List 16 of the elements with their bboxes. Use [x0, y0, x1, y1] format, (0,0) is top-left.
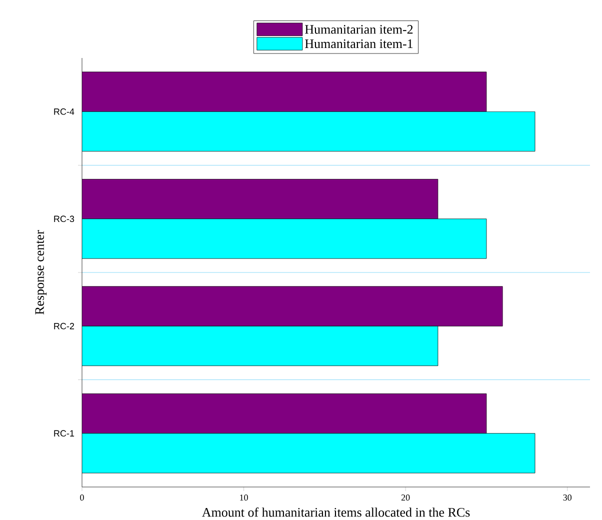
y-tick-label: RC-2	[54, 322, 74, 330]
y-tick-label: RC-1	[54, 430, 74, 437]
x-axis-title: Amount of humanitarian items allocated in the RCs	[202, 507, 470, 517]
bar	[82, 111, 536, 152]
bar	[82, 326, 438, 366]
x-tick-label: 10	[240, 494, 248, 501]
x-tick-label: 0	[80, 494, 84, 501]
x-tick-label: 20	[401, 494, 410, 501]
y-tick-label: RC-3	[54, 216, 74, 222]
y-tick-label: RC-4	[54, 108, 74, 115]
bar	[82, 433, 536, 474]
y-axis-title: Response center	[35, 230, 47, 314]
bar	[82, 218, 487, 259]
x-tick-label: 30	[563, 494, 572, 501]
legend-label: Humanitarian item-2	[305, 25, 413, 34]
legend-label: Humanitarian item-1	[305, 39, 413, 48]
